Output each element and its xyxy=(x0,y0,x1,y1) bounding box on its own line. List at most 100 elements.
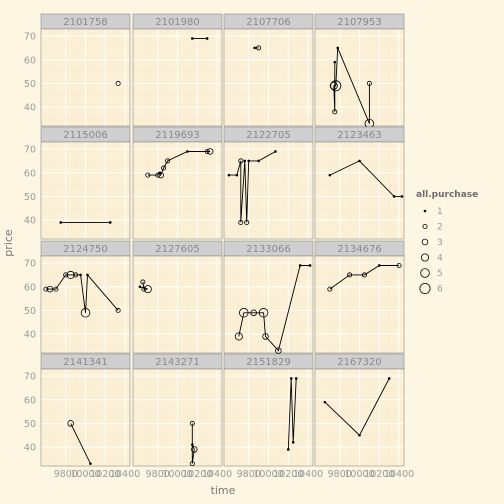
legend-key xyxy=(421,269,430,278)
facet-strip-label: 2123463 xyxy=(337,130,382,141)
facet-2151829: 21518299800100001020010400 xyxy=(224,354,323,480)
data-point xyxy=(292,441,294,443)
facet-strip-label: 2124750 xyxy=(63,244,108,255)
data-point xyxy=(90,463,92,465)
facet-strip-label: 2141341 xyxy=(63,357,108,368)
facet-strip-label: 2133066 xyxy=(246,244,291,255)
facet-2141341: 2141341405060709800100001020010400 xyxy=(24,354,140,480)
data-point xyxy=(299,265,301,267)
data-point xyxy=(228,174,230,176)
data-point xyxy=(244,160,246,162)
legend-label: 6 xyxy=(437,285,443,295)
data-point xyxy=(309,265,311,267)
x-tick-label: 10400 xyxy=(110,469,140,480)
y-tick-label: 40 xyxy=(24,216,36,227)
data-point xyxy=(60,222,62,224)
data-point xyxy=(359,434,361,436)
legend-label: 4 xyxy=(437,254,443,264)
legend: all.purchase 1 2 3 4 5 6 xyxy=(416,190,478,295)
y-tick-label: 60 xyxy=(24,55,36,66)
x-tick-label: 10400 xyxy=(384,469,414,480)
y-tick-label: 40 xyxy=(24,443,36,454)
y-tick-label: 60 xyxy=(24,282,36,293)
data-point xyxy=(248,160,250,162)
facet-strip-label: 2127605 xyxy=(155,244,200,255)
facet-2134676: 2134676 xyxy=(315,241,404,353)
x-tick-label: 10400 xyxy=(293,469,323,480)
facet-2127605: 2127605 xyxy=(133,241,222,353)
data-point xyxy=(191,38,193,40)
data-point xyxy=(287,449,289,451)
facet-2122705: 2122705 xyxy=(224,127,313,239)
data-point xyxy=(236,174,238,176)
facet-strip-label: 2122705 xyxy=(246,130,291,141)
legend-label: 1 xyxy=(437,207,443,217)
facet-panels: 2101758 40 50 60 70 2101980 2107706 2107953 2115… xyxy=(24,14,414,480)
legend-label: 5 xyxy=(437,269,443,279)
y-tick-label: 40 xyxy=(24,103,36,114)
data-point xyxy=(109,222,111,224)
y-tick-label: 50 xyxy=(24,79,36,90)
legend-key xyxy=(424,210,426,212)
y-tick-label: 50 xyxy=(24,306,36,317)
legend-key xyxy=(421,254,428,261)
data-point xyxy=(275,151,277,153)
data-point xyxy=(334,61,336,63)
y-tick-label: 40 xyxy=(24,330,36,341)
facet-2107953: 2107953 xyxy=(315,14,404,128)
facet-strip-label: 2101758 xyxy=(63,17,108,28)
facet-2143271: 21432719800100001020010400 xyxy=(133,354,232,480)
data-point xyxy=(87,274,89,276)
facet-strip-label: 2134676 xyxy=(337,244,382,255)
y-tick-label: 70 xyxy=(24,372,36,383)
data-point xyxy=(359,160,361,162)
facet-2101758: 2101758 40 50 60 70 xyxy=(24,14,130,126)
data-point xyxy=(378,265,380,267)
facet-strip-label: 2167320 xyxy=(337,357,382,368)
data-point xyxy=(139,286,141,288)
data-point xyxy=(329,174,331,176)
facet-strip-label: 2151829 xyxy=(246,357,291,368)
y-tick-label: 50 xyxy=(24,419,36,430)
y-tick-label: 60 xyxy=(24,168,36,179)
facet-2107706: 2107706 xyxy=(224,14,313,126)
data-point xyxy=(388,378,390,380)
facet-strip-label: 2119693 xyxy=(155,130,200,141)
y-tick-label: 50 xyxy=(24,192,36,203)
data-point xyxy=(401,196,403,198)
facet-strip-label: 2143271 xyxy=(155,357,200,368)
facet-2123463: 2123463 xyxy=(315,127,404,239)
data-point xyxy=(206,38,208,40)
facet-2115006: 2115006 40 50 60 70 xyxy=(24,127,130,239)
data-point xyxy=(337,47,339,49)
data-point xyxy=(186,151,188,153)
legend-label: 3 xyxy=(437,238,443,248)
x-axis-title: time xyxy=(211,484,236,497)
facet-2119693: 2119693 xyxy=(133,127,222,239)
data-point xyxy=(393,196,395,198)
data-point xyxy=(290,378,292,380)
data-point xyxy=(258,160,260,162)
facet-2124750: 2124750 40 50 60 70 xyxy=(24,241,130,353)
data-point xyxy=(295,378,297,380)
y-tick-label: 70 xyxy=(24,145,36,156)
y-tick-label: 60 xyxy=(24,395,36,406)
y-tick-label: 70 xyxy=(24,259,36,270)
x-tick-label: 10400 xyxy=(202,469,232,480)
y-axis-title: price xyxy=(2,229,15,257)
facet-2133066: 2133066 xyxy=(224,241,313,353)
legend-key xyxy=(422,239,428,245)
facet-2101980: 2101980 xyxy=(133,14,222,126)
legend-title: all.purchase xyxy=(416,190,478,200)
legend-key xyxy=(420,283,430,293)
data-point xyxy=(191,444,193,446)
facet-strip-label: 2107953 xyxy=(337,17,382,28)
data-point xyxy=(324,401,326,403)
legend-label: 2 xyxy=(437,223,443,233)
legend-key xyxy=(423,224,427,228)
facet-strip-label: 2115006 xyxy=(63,130,108,141)
y-tick-label: 70 xyxy=(24,32,36,43)
facet-strip-label: 2107706 xyxy=(246,17,291,28)
